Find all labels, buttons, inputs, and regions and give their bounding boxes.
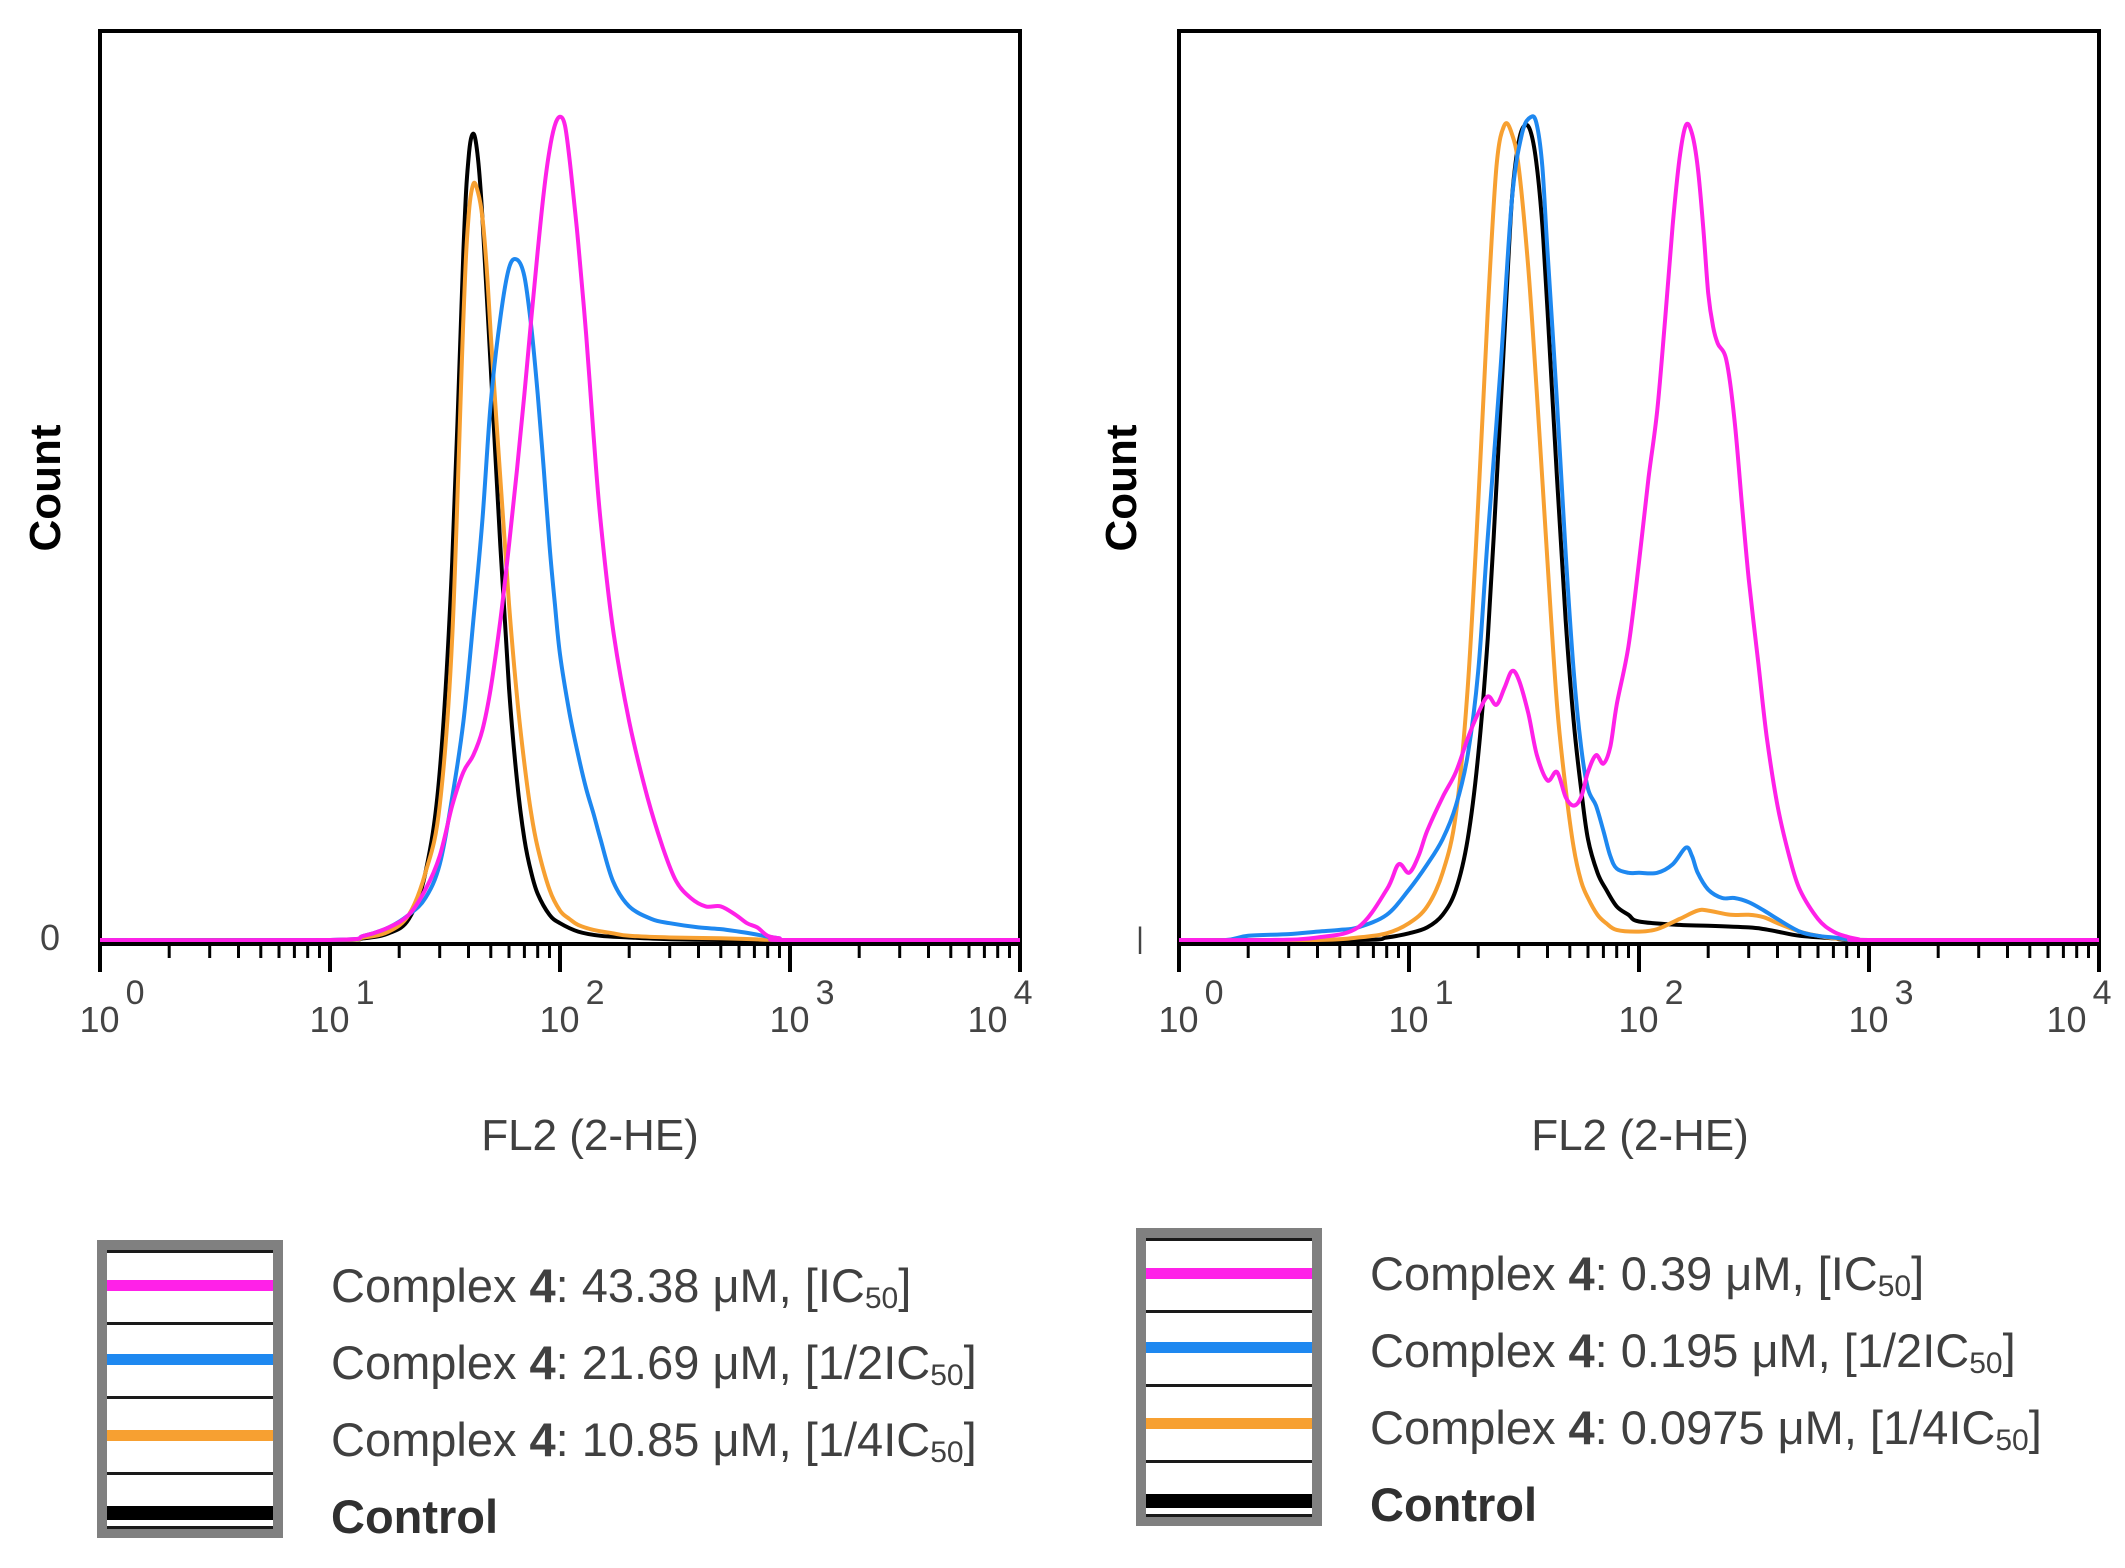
x-tick-label: 100 bbox=[1159, 974, 1224, 1040]
legend-swatch-magenta bbox=[107, 1280, 273, 1291]
series-line-1e88f0 bbox=[99, 256, 1021, 943]
legend-swatch-magenta bbox=[1146, 1268, 1312, 1279]
series-line-ff21e8 bbox=[1178, 121, 2100, 943]
legend-item-half-ic50: Complex 4: 21.69 μM, [1/2IC50] bbox=[331, 1336, 977, 1392]
x-tick-layer: 100 101 102 103 104 bbox=[80, 944, 1033, 1040]
histogram-panel-left: 100 101 102 103 104 Count 0 FL2 (2-HE) bbox=[21, 29, 1033, 1160]
y-tick-label: 0 bbox=[40, 917, 60, 958]
x-tick-label: 102 bbox=[1619, 974, 1684, 1040]
series-line-f7a031 bbox=[99, 180, 1021, 943]
x-axis-label: FL2 (2-HE) bbox=[481, 1111, 699, 1160]
legend-item-quarter-ic50: Complex 4: 0.0975 μM, [1/4IC50] bbox=[1370, 1401, 2042, 1457]
series-line-control bbox=[1178, 122, 2100, 943]
legend-swatch-box bbox=[97, 1240, 283, 1538]
x-axis-label: FL2 (2-HE) bbox=[1531, 1111, 1749, 1160]
series-layer bbox=[99, 114, 1021, 943]
legend-swatch-blue bbox=[1146, 1342, 1312, 1353]
legend-item-half-ic50: Complex 4: 0.195 μM, [1/2IC50] bbox=[1370, 1324, 2016, 1380]
series-line-f7a031 bbox=[1178, 121, 2099, 943]
x-tick-label: 100 bbox=[80, 974, 145, 1040]
legend-swatch-orange bbox=[107, 1430, 273, 1441]
series-line-ff21e8 bbox=[99, 114, 1021, 943]
plot-frame bbox=[98, 29, 1022, 946]
series-line-control bbox=[99, 131, 1020, 943]
y-axis-label: Count bbox=[1097, 424, 1146, 551]
series-layer bbox=[1178, 114, 2100, 943]
y-tick-label: | bbox=[1136, 922, 1144, 955]
legend-labels: Complex 4: 43.38 μM, [IC50] Complex 4: 2… bbox=[331, 1262, 977, 1540]
x-tick-label: 104 bbox=[2047, 974, 2112, 1040]
x-tick-label: 103 bbox=[1849, 974, 1914, 1040]
histogram-panel-right: 100 101 102 103 104 Count | FL2 (2-HE) bbox=[1097, 29, 2112, 1160]
x-tick-label: 101 bbox=[1389, 974, 1454, 1040]
legend-swatch-black bbox=[107, 1506, 273, 1520]
legend-right: Complex 4: 0.39 μM, [IC50] Complex 4: 0.… bbox=[1136, 1228, 2042, 1528]
legend-labels: Complex 4: 0.39 μM, [IC50] Complex 4: 0.… bbox=[1370, 1250, 2042, 1528]
x-tick-label: 104 bbox=[968, 974, 1033, 1040]
legend-swatch-black bbox=[1146, 1494, 1312, 1508]
legend-swatch-box bbox=[1136, 1228, 1322, 1526]
legend-item-ic50: Complex 4: 43.38 μM, [IC50] bbox=[331, 1259, 912, 1315]
legend-left: Complex 4: 43.38 μM, [IC50] Complex 4: 2… bbox=[97, 1240, 977, 1540]
legend-item-control: Control bbox=[331, 1490, 499, 1543]
plot-frame bbox=[1177, 29, 2101, 946]
legend-swatch-orange bbox=[1146, 1418, 1312, 1429]
x-tick-label: 102 bbox=[540, 974, 605, 1040]
legend-item-control: Control bbox=[1370, 1478, 1538, 1531]
legend-swatch-blue bbox=[107, 1354, 273, 1365]
x-tick-layer: 100 101 102 103 104 bbox=[1159, 944, 2112, 1040]
legend-item-quarter-ic50: Complex 4: 10.85 μM, [1/4IC50] bbox=[331, 1413, 977, 1469]
y-axis-label: Count bbox=[21, 424, 70, 551]
x-tick-label: 101 bbox=[310, 974, 375, 1040]
legend-item-ic50: Complex 4: 0.39 μM, [IC50] bbox=[1370, 1247, 1925, 1303]
x-tick-label: 103 bbox=[770, 974, 835, 1040]
series-line-1e88f0 bbox=[1178, 114, 2099, 943]
